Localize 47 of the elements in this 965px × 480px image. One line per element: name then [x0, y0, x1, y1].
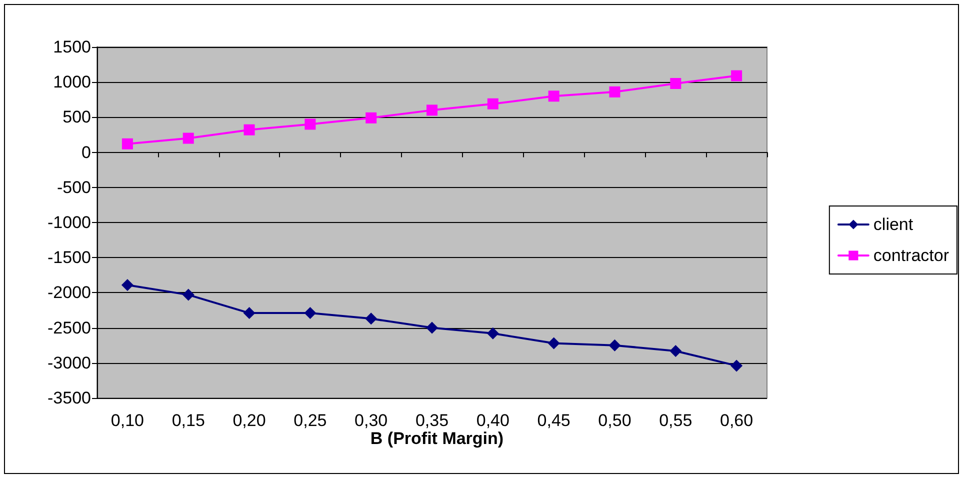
y-tick-label: -1500 — [48, 248, 91, 268]
x-tick-label: 0,15 — [172, 411, 205, 430]
point — [366, 112, 377, 124]
y-tick-label: -3500 — [48, 388, 91, 408]
point — [730, 360, 743, 372]
point — [122, 138, 133, 150]
y-tick-label: -2000 — [48, 283, 91, 302]
point — [548, 337, 560, 350]
legend-label: contractor — [873, 246, 950, 265]
x-tick-label: 0,25 — [294, 411, 327, 430]
x-tick-label: 0,55 — [659, 411, 692, 430]
point — [182, 288, 194, 301]
y-tick-label: -1000 — [48, 213, 91, 232]
point — [304, 118, 316, 130]
x-tick-label: 0,45 — [537, 411, 570, 430]
point — [244, 124, 255, 136]
x-tick-label: 0,20 — [232, 411, 266, 430]
x-tick-label: 0,30 — [354, 411, 388, 430]
y-tick-label: -3000 — [48, 353, 91, 372]
point — [426, 104, 438, 116]
point — [365, 312, 378, 325]
legend-label: client — [873, 215, 914, 234]
x-tick-label: 0,60 — [720, 411, 754, 430]
point — [304, 307, 316, 320]
y-tick-label: -2500 — [48, 318, 91, 338]
point — [548, 90, 560, 102]
point — [426, 322, 438, 334]
x-tick-label: 0,35 — [415, 411, 449, 430]
point — [121, 278, 134, 291]
y-tick-label: -500 — [56, 178, 91, 197]
point — [609, 86, 620, 98]
y-tick-label: 500 — [62, 108, 91, 127]
x-tick-label: 0,40 — [476, 411, 510, 430]
point — [486, 327, 499, 340]
point — [608, 339, 621, 352]
x-tick-label: 0,50 — [598, 411, 632, 430]
point — [243, 307, 256, 320]
y-tick-label: 1000 — [53, 72, 91, 92]
point — [182, 132, 194, 144]
y-tick-label: 0 — [82, 142, 91, 162]
point — [731, 70, 742, 82]
point — [670, 344, 682, 357]
y-tick-label: 1500 — [53, 38, 91, 56]
x-tick-label: 0,10 — [110, 411, 144, 430]
point — [670, 78, 682, 90]
x-axis-title: B (Profit Margin) — [370, 429, 504, 448]
point — [487, 98, 498, 110]
